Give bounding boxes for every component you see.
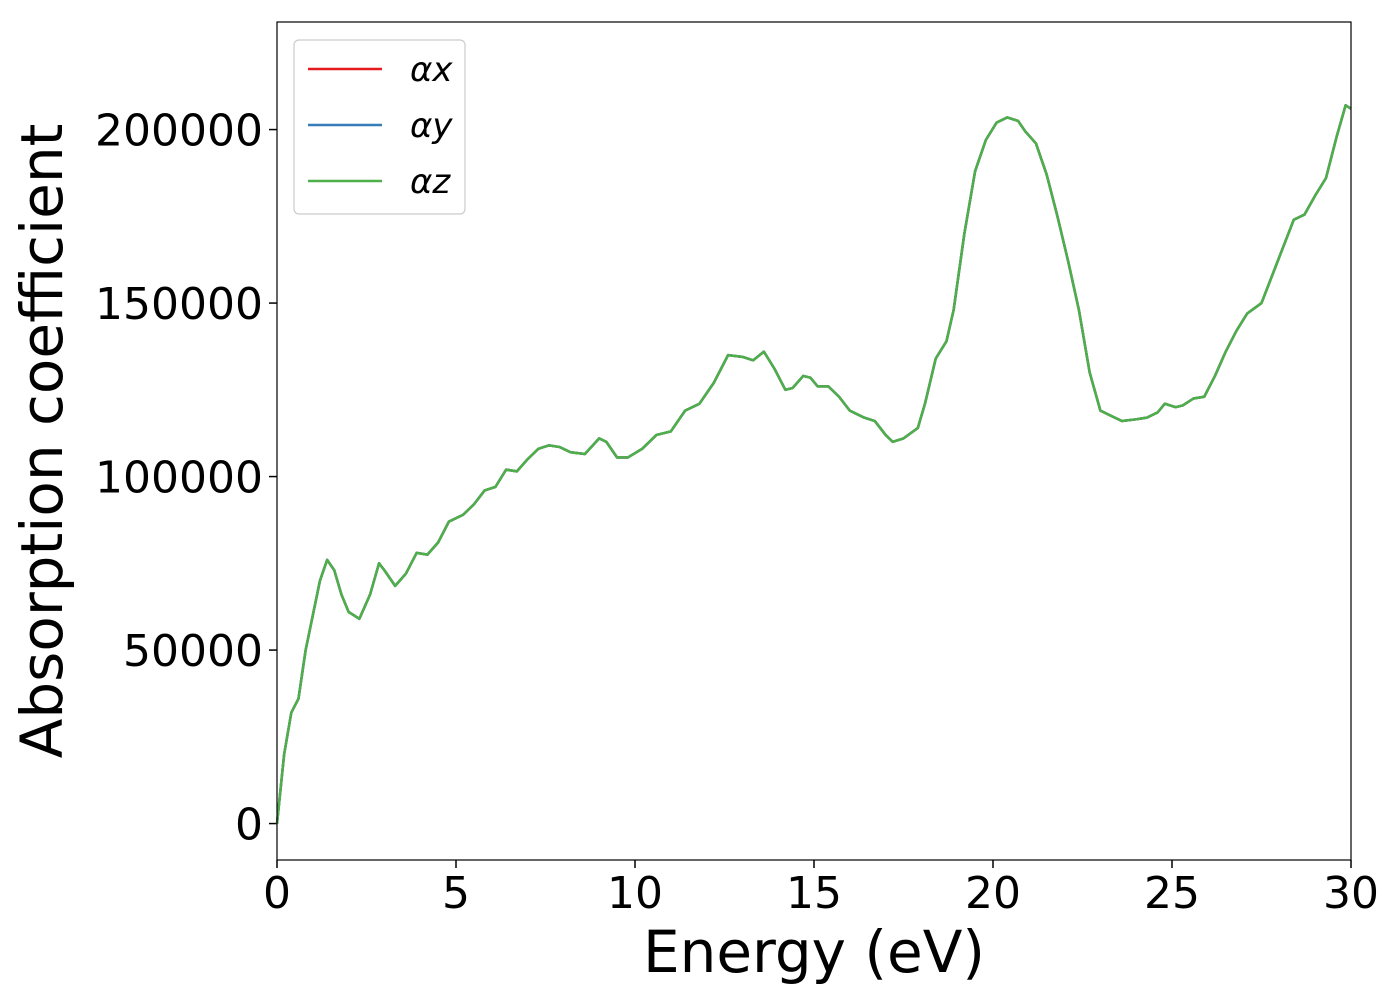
x-tick-label: 10 — [607, 868, 663, 919]
y-axis-label: Absorption coefficient — [8, 124, 76, 759]
x-tick-label: 0 — [263, 868, 291, 919]
legend-label: αz — [410, 162, 451, 202]
x-tick-label: 30 — [1323, 868, 1379, 919]
y-tick-label: 50000 — [123, 626, 263, 677]
legend-box — [293, 39, 466, 215]
legend-label: αx — [410, 50, 453, 90]
y-tick-label: 200000 — [95, 106, 263, 157]
x-tick-label: 15 — [786, 868, 842, 919]
y-tick-label: 150000 — [95, 279, 263, 330]
x-axis-label: Energy (eV) — [643, 918, 985, 986]
x-tick-label: 20 — [965, 868, 1021, 919]
y-tick-label: 0 — [235, 800, 263, 851]
plot-frame — [276, 21, 1352, 861]
y-tick-label: 100000 — [95, 453, 263, 504]
series-line — [275, 104, 1352, 824]
x-tick-label: 5 — [442, 868, 470, 919]
legend: αx αy αz — [293, 39, 466, 215]
legend-label: αy — [410, 106, 453, 146]
x-tick-label: 25 — [1144, 868, 1200, 919]
